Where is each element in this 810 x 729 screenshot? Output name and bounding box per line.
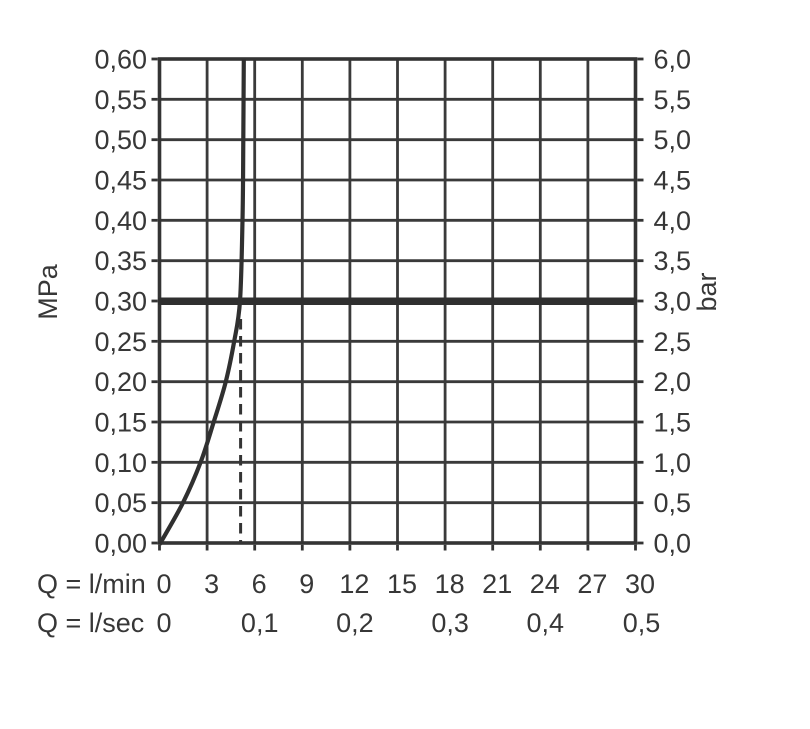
svg-text:0,55: 0,55	[94, 85, 147, 115]
svg-text:0,1: 0,1	[241, 608, 279, 638]
svg-text:0,45: 0,45	[94, 166, 147, 196]
svg-text:6: 6	[252, 569, 267, 599]
svg-text:Q = l/min: Q = l/min	[37, 569, 146, 599]
svg-text:0,00: 0,00	[94, 529, 147, 559]
svg-text:5,0: 5,0	[654, 125, 692, 155]
svg-text:24: 24	[530, 569, 560, 599]
svg-text:21: 21	[482, 569, 512, 599]
svg-text:4,5: 4,5	[654, 166, 692, 196]
svg-text:MPa: MPa	[33, 263, 63, 320]
svg-text:0,5: 0,5	[623, 608, 661, 638]
svg-text:0,60: 0,60	[94, 45, 147, 75]
svg-text:0,25: 0,25	[94, 327, 147, 357]
svg-text:0,3: 0,3	[431, 608, 469, 638]
svg-text:0,30: 0,30	[94, 287, 147, 317]
svg-text:2,5: 2,5	[654, 327, 692, 357]
svg-text:0,0: 0,0	[654, 529, 692, 559]
svg-text:4,0: 4,0	[654, 206, 692, 236]
svg-text:0,10: 0,10	[94, 448, 147, 478]
svg-text:0,4: 0,4	[527, 608, 565, 638]
svg-text:0,50: 0,50	[94, 125, 147, 155]
svg-text:0,20: 0,20	[94, 367, 147, 397]
svg-text:Q = l/sec: Q = l/sec	[37, 608, 144, 638]
svg-text:3,0: 3,0	[654, 287, 692, 317]
svg-text:1,0: 1,0	[654, 448, 692, 478]
svg-text:15: 15	[387, 569, 417, 599]
svg-text:5,5: 5,5	[654, 85, 692, 115]
svg-text:18: 18	[435, 569, 465, 599]
svg-text:0,35: 0,35	[94, 246, 147, 276]
svg-text:0,15: 0,15	[94, 408, 147, 438]
svg-text:0,05: 0,05	[94, 488, 147, 518]
svg-text:0: 0	[156, 569, 171, 599]
svg-text:2,0: 2,0	[654, 367, 692, 397]
svg-text:30: 30	[625, 569, 655, 599]
svg-text:0,2: 0,2	[336, 608, 374, 638]
svg-text:3,5: 3,5	[654, 246, 692, 276]
svg-text:0,5: 0,5	[654, 488, 692, 518]
svg-text:bar: bar	[692, 272, 722, 311]
svg-text:9: 9	[299, 569, 314, 599]
svg-text:3: 3	[204, 569, 219, 599]
svg-text:12: 12	[339, 569, 369, 599]
svg-text:1,5: 1,5	[654, 408, 692, 438]
svg-text:0: 0	[156, 608, 171, 638]
svg-text:27: 27	[577, 569, 607, 599]
svg-text:0,40: 0,40	[94, 206, 147, 236]
svg-text:6,0: 6,0	[654, 45, 692, 75]
